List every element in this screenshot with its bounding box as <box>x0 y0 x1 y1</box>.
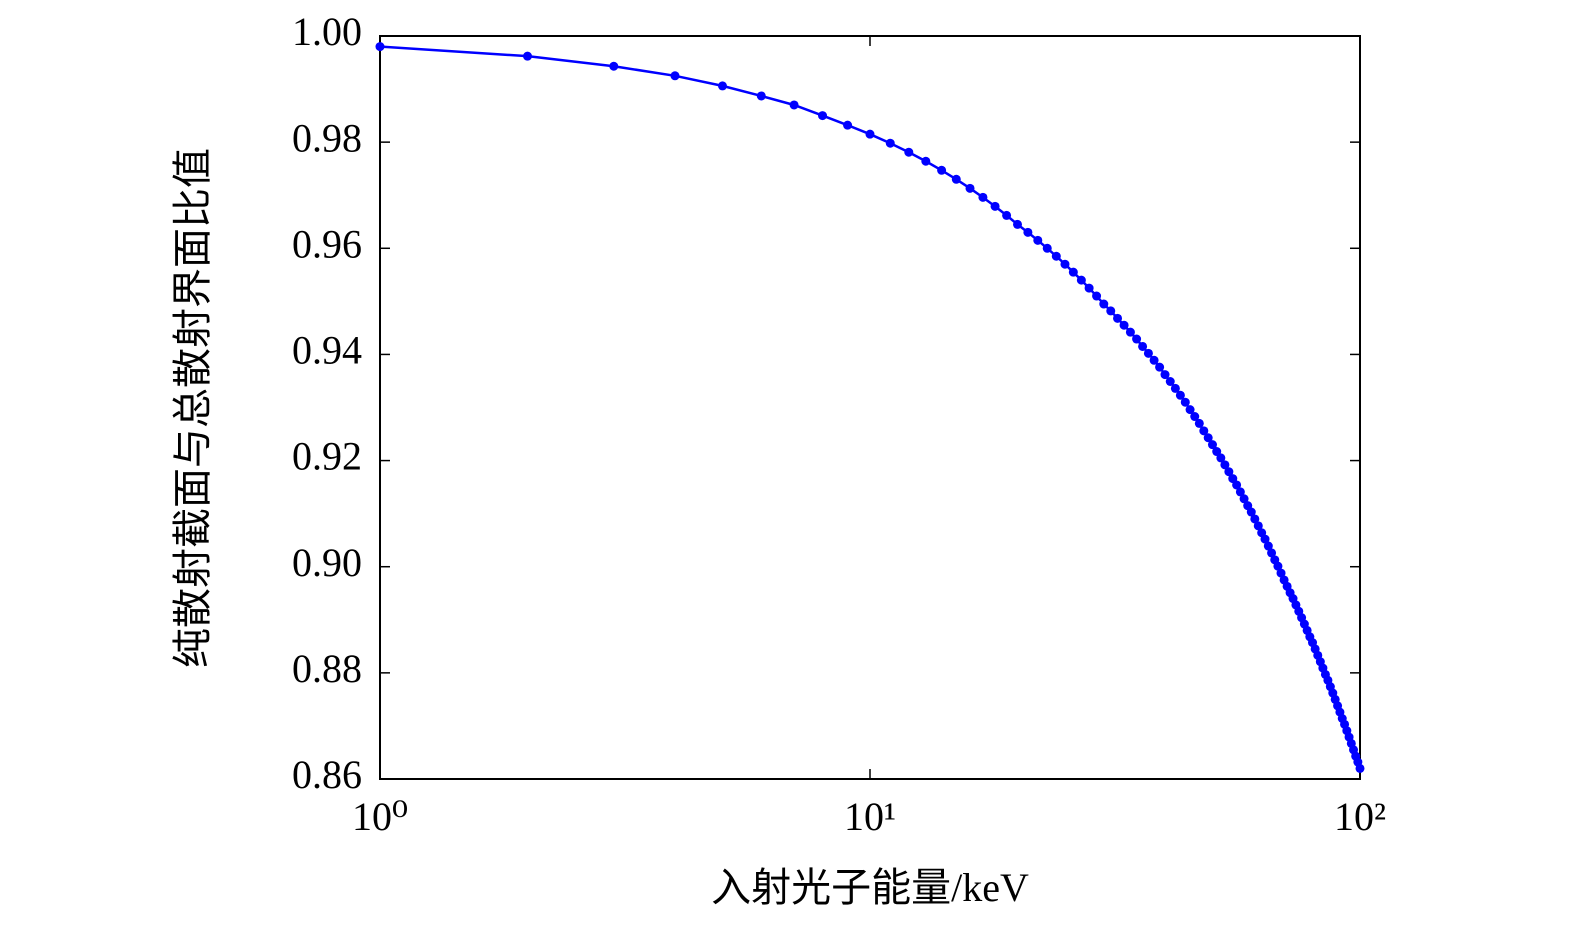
data-point <box>865 129 875 139</box>
data-point <box>1194 418 1204 428</box>
data-point <box>904 147 914 157</box>
data-point <box>1276 568 1286 578</box>
data-point <box>375 42 385 52</box>
y-tick-label: 0.96 <box>292 221 362 266</box>
data-point <box>1092 291 1102 301</box>
data-point <box>951 174 961 184</box>
data-point <box>1216 453 1226 463</box>
data-point <box>1125 327 1135 337</box>
data-point <box>1273 561 1283 571</box>
data-point <box>1013 219 1023 229</box>
data-point <box>1175 390 1185 400</box>
data-point <box>1260 534 1270 544</box>
data-point <box>1002 210 1012 220</box>
data-point <box>1060 259 1070 269</box>
data-point <box>1355 763 1365 773</box>
data-point <box>1190 412 1200 422</box>
y-tick-label: 0.86 <box>292 752 362 797</box>
data-point <box>1084 283 1094 293</box>
data-point <box>1207 440 1217 450</box>
data-point <box>1143 348 1153 358</box>
data-point <box>1113 313 1123 323</box>
data-point <box>789 100 799 110</box>
data-point <box>756 91 766 101</box>
x-tick-label: 10⁰ <box>352 794 408 839</box>
data-point <box>1239 494 1249 504</box>
data-point <box>885 138 895 148</box>
data-point <box>1212 447 1222 457</box>
data-point <box>990 201 1000 211</box>
data-point <box>1149 355 1159 365</box>
data-point <box>1250 514 1260 524</box>
data-point <box>609 61 619 71</box>
data-point <box>1224 467 1234 477</box>
data-point <box>1033 235 1043 245</box>
data-point <box>1042 243 1052 253</box>
data-point <box>1138 341 1148 351</box>
data-point <box>1267 548 1277 558</box>
data-point <box>1180 397 1190 407</box>
plot-frame <box>379 35 1361 780</box>
x-tick-label: 10¹ <box>844 794 896 839</box>
data-point <box>1203 433 1213 443</box>
data-point <box>978 192 988 202</box>
data-point <box>1170 383 1180 393</box>
data-point <box>1051 251 1061 261</box>
data-point <box>1155 362 1165 372</box>
y-tick-label: 0.94 <box>292 328 362 373</box>
y-tick-label: 1.00 <box>292 9 362 54</box>
data-point <box>1165 376 1175 386</box>
data-point <box>1246 507 1256 517</box>
data-point <box>1253 521 1263 531</box>
data-point <box>937 165 947 175</box>
y-tick-label: 0.92 <box>292 434 362 479</box>
data-point <box>1199 426 1209 436</box>
x-tick-label: 10² <box>1334 794 1386 839</box>
data-point <box>1232 480 1242 490</box>
y-tick-label: 0.90 <box>292 540 362 585</box>
data-point <box>1185 405 1195 415</box>
data-point <box>1220 460 1230 470</box>
data-point <box>1132 334 1142 344</box>
data-point <box>1263 541 1273 551</box>
data-line <box>379 45 1362 769</box>
data-point <box>670 71 680 81</box>
x-axis-label: 入射光子能量/keV <box>711 865 1029 910</box>
data-point <box>818 111 828 121</box>
data-point <box>1235 487 1245 497</box>
data-point <box>1068 267 1078 277</box>
data-point <box>1119 320 1129 330</box>
data-point <box>1023 227 1033 237</box>
y-tick-label: 0.98 <box>292 115 362 160</box>
data-point <box>843 120 853 130</box>
data-point <box>717 81 727 91</box>
data-point <box>1106 306 1116 316</box>
data-point <box>1076 275 1086 285</box>
data-point <box>523 51 533 61</box>
y-tick-label: 0.88 <box>292 646 362 691</box>
data-point <box>921 156 931 166</box>
y-axis-label: 纯散射截面与总散射界面比值 <box>170 148 215 668</box>
data-point <box>1160 370 1170 380</box>
data-point <box>1099 299 1109 309</box>
data-point <box>965 183 975 193</box>
